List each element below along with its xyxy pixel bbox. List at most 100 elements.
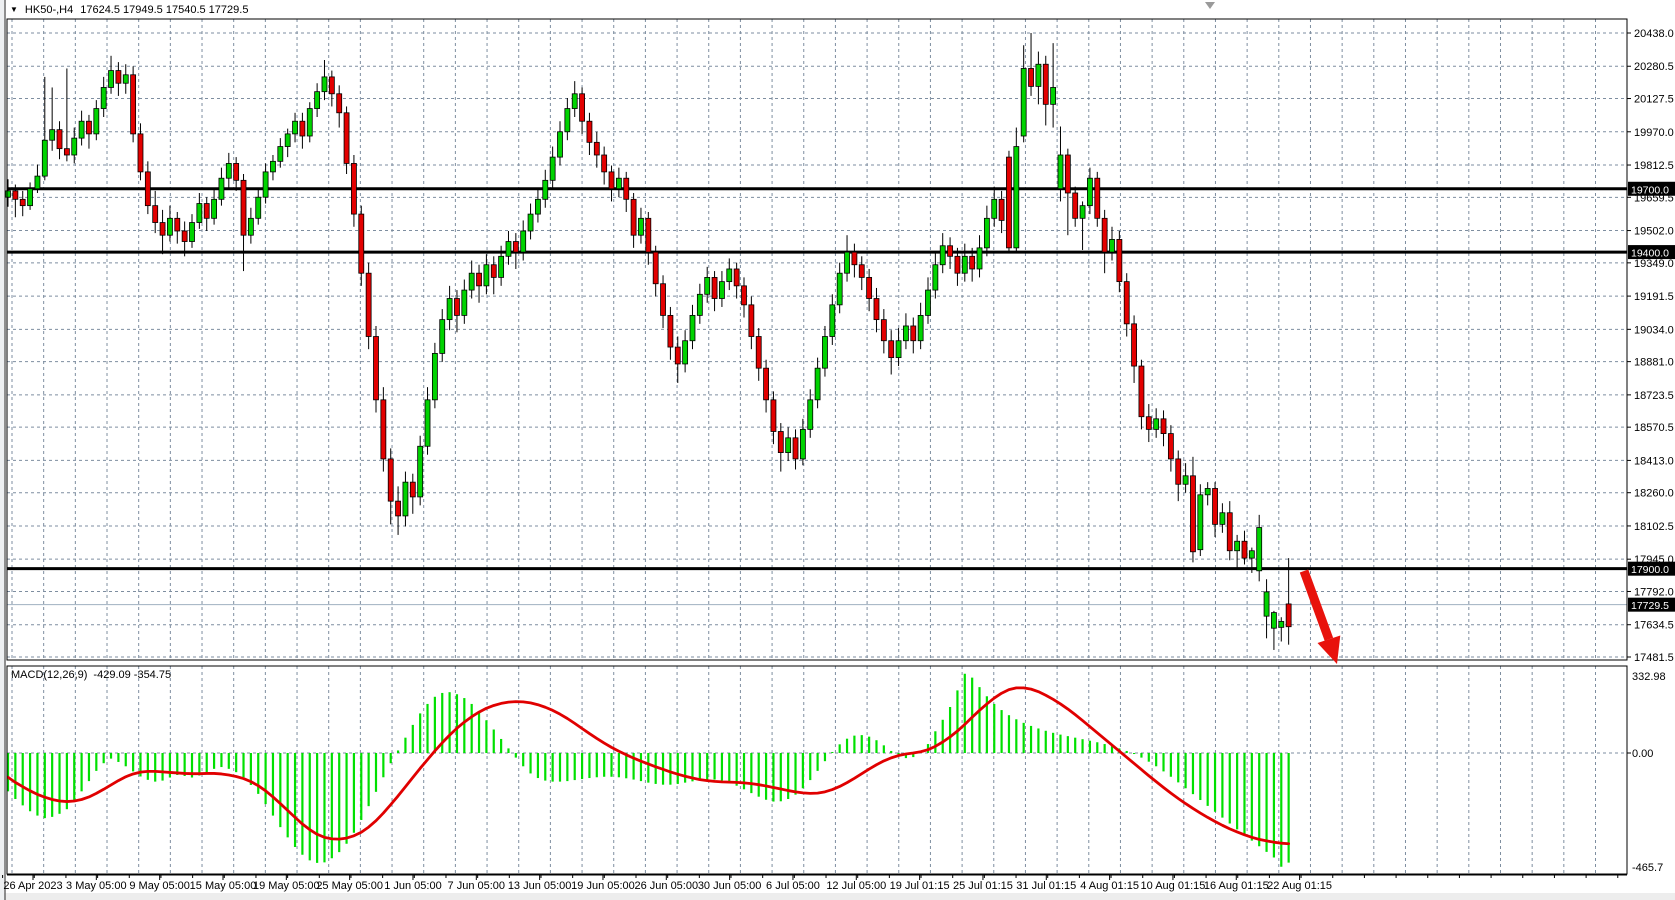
candle-body (961, 255, 968, 274)
candle-body (1204, 488, 1211, 496)
candle-body (549, 156, 556, 181)
candle-body (615, 177, 622, 190)
candle-body (608, 171, 615, 190)
candle-body (947, 245, 953, 257)
price-tick-label: 17481.5 (1634, 652, 1674, 664)
candle-body (218, 177, 225, 200)
trend-arrow-head[interactable] (1317, 635, 1341, 664)
candle-body (814, 367, 821, 401)
price-tick-label: 19812.5 (1634, 160, 1674, 172)
price-tick-label: 20280.5 (1634, 61, 1674, 73)
candle-body (1285, 603, 1292, 628)
trend-arrow-shaft[interactable] (1299, 569, 1334, 641)
candle-body (895, 340, 902, 359)
candle-body (954, 255, 961, 274)
candle-body (557, 131, 563, 158)
time-tick-label: 15 May 05:00 (190, 880, 257, 892)
candle-body (1101, 217, 1108, 253)
time-tick-label: 19 Jun 05:00 (571, 880, 635, 892)
candle-body (1234, 540, 1241, 552)
chart-shift-marker-icon[interactable] (1205, 2, 1215, 9)
candle-body (880, 319, 887, 342)
candle-body (255, 196, 262, 219)
candle-body (1241, 540, 1248, 559)
candle-body (292, 120, 298, 135)
price-tick-label: 20438.0 (1634, 28, 1674, 40)
candle-body (19, 198, 26, 207)
candle-body (1072, 192, 1079, 219)
candle-body (483, 264, 490, 287)
candle-body (122, 74, 129, 84)
price-tick-label: 18102.5 (1634, 521, 1674, 533)
candle-body (836, 272, 843, 306)
candle-body (1020, 68, 1027, 137)
time-tick-label: 13 Jun 05:00 (508, 880, 572, 892)
candle-body (542, 179, 549, 200)
candle-body (1094, 177, 1101, 219)
candle-body (623, 177, 630, 200)
candle-body (424, 399, 431, 447)
candle-body (395, 500, 401, 517)
candle-body (306, 108, 313, 137)
time-tick-label: 1 Jun 05:00 (384, 880, 442, 892)
candle-body (1123, 281, 1130, 325)
time-tick-label: 19 May 05:00 (253, 880, 320, 892)
candle-body (674, 346, 681, 365)
candle-body (1145, 416, 1152, 430)
price-tick-label: 18723.5 (1634, 390, 1674, 402)
candle-body (93, 108, 100, 135)
symbol-dropdown-icon[interactable]: ▼ (10, 5, 18, 14)
candle-body (417, 445, 424, 498)
window-left-edge (0, 0, 4, 900)
candle-body (1219, 512, 1226, 525)
time-tick-label: 26 Apr 2023 (3, 880, 62, 892)
candle-body (262, 171, 269, 198)
candle-body (888, 340, 895, 359)
candle-body (196, 203, 203, 223)
candle-body (12, 190, 19, 200)
candle-body (586, 120, 593, 143)
price-badge-label: 17900.0 (1631, 564, 1669, 576)
time-tick-label: 19 Jul 01:15 (890, 880, 950, 892)
price-badge (1628, 245, 1675, 260)
main-plot-border (6, 18, 1628, 661)
macd-axis-label: 0.00 (1632, 748, 1653, 760)
candle-body (799, 428, 806, 460)
candle-body (100, 87, 107, 109)
candle-body (844, 251, 850, 274)
candle-body (351, 163, 357, 215)
time-tick-label: 26 Jun 05:00 (634, 880, 698, 892)
candle-body (822, 336, 828, 369)
candle-body (365, 272, 372, 337)
candle-body (115, 70, 122, 84)
candle-body (446, 298, 453, 321)
time-tick-label: 30 Jun 05:00 (698, 880, 762, 892)
candle-body (925, 289, 931, 316)
candle-body (71, 137, 78, 156)
candle-body (380, 399, 387, 460)
candle-body (284, 133, 291, 147)
candle-body (777, 431, 784, 453)
candle-body (785, 437, 792, 453)
candle-body (1197, 494, 1204, 551)
candle-body (660, 283, 666, 316)
candle-body (505, 241, 512, 257)
time-tick-label: 3 May 05:00 (66, 880, 127, 892)
candle-body (454, 298, 460, 316)
candle-body (321, 76, 328, 93)
candle-body (299, 120, 306, 137)
time-tick-label: 7 Jun 05:00 (448, 880, 506, 892)
candle-body (741, 285, 747, 306)
candle-body (108, 70, 114, 88)
candle-body (630, 198, 637, 236)
macd-axis-label: 332.98 (1632, 671, 1666, 683)
candle-body (476, 272, 482, 287)
candle-body (998, 198, 1005, 221)
candle-body (1160, 418, 1167, 434)
candle-body (137, 133, 144, 173)
candle-body (903, 325, 909, 342)
time-tick-label: 16 Aug 01:15 (1204, 880, 1269, 892)
candle-body (1271, 612, 1277, 629)
